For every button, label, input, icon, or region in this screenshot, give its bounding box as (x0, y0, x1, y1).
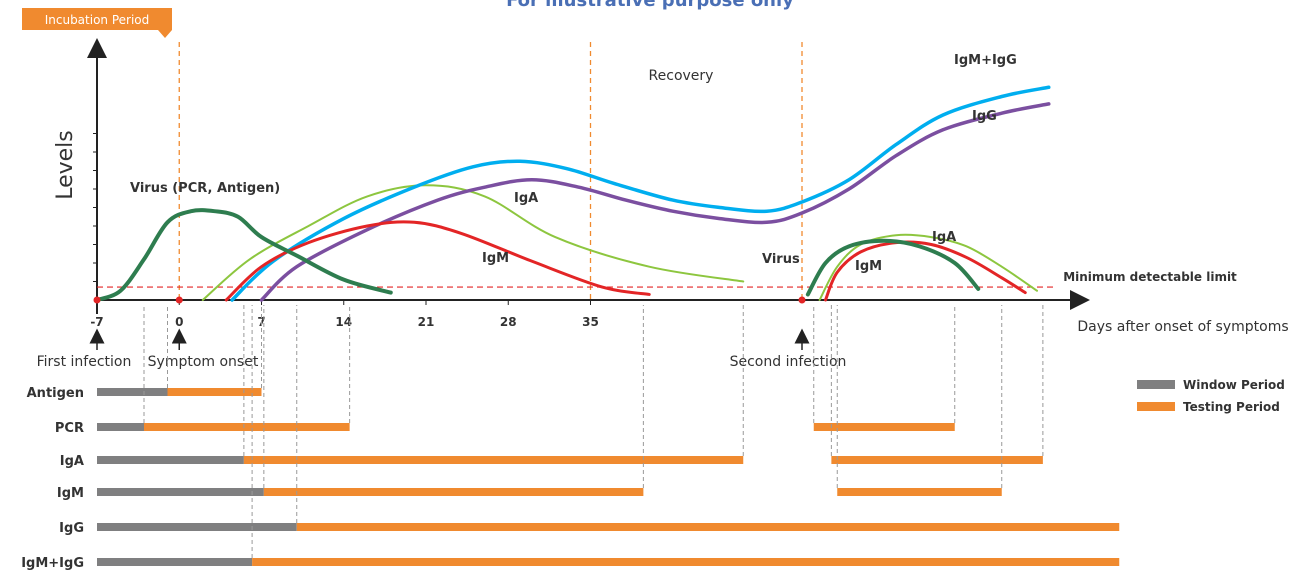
window-bar-0-0 (97, 388, 168, 396)
period-row-label-1: PCR (55, 421, 84, 436)
curve-igm-1 (824, 240, 1027, 302)
event-dot-0 (93, 296, 101, 304)
period-row-label-3: IgM (57, 486, 84, 501)
curve-label-2: IgA (514, 191, 538, 206)
region-label-recovery: Recovery (649, 68, 714, 84)
window-bar-1-0 (97, 423, 144, 431)
x-tick-label-3: 14 (335, 315, 352, 329)
curve-label-5: IgM (855, 259, 882, 274)
curve-label-4: IgM (482, 251, 509, 266)
curve-igg-0 (259, 102, 1051, 302)
testing-bar-5-0 (252, 558, 1120, 566)
legend-label-1: Testing Period (1183, 400, 1280, 414)
top-note: For illustrative purpose only (506, 0, 794, 11)
event-dot-1 (175, 296, 183, 304)
x-tick-label-6: 35 (582, 315, 599, 329)
curve-virus-pcr-antigen--0 (95, 208, 393, 302)
event-label-1: Symptom onset (148, 354, 259, 370)
window-bar-5-0 (97, 558, 253, 566)
y-axis-label: Levels (53, 130, 78, 200)
event-label-0: First infection (37, 354, 132, 370)
testing-bar-0-0 (167, 388, 262, 396)
legend-swatch-1 (1137, 402, 1175, 411)
curve-label-3: IgA (932, 230, 956, 245)
incubation-badge-text: Incubation Period (45, 13, 150, 27)
period-row-label-4: IgG (59, 521, 84, 536)
period-row-label-0: Antigen (27, 386, 84, 401)
x-tick-label-5: 28 (500, 315, 517, 329)
testing-bar-3-1 (837, 488, 1002, 496)
curve-igm-igg-0 (230, 85, 1051, 302)
x-tick-label-4: 21 (418, 315, 435, 329)
detection-period-bars: Antigen PCR IgA IgM IgG IgM+IgG Window Period T… (21, 305, 1285, 571)
curve-label-0: Virus (PCR, Antigen) (130, 181, 280, 196)
incubation-badge: Incubation Period (22, 8, 172, 38)
testing-bar-4-0 (296, 523, 1120, 531)
x-axis-label: Days after onset of symptoms (1077, 319, 1288, 335)
event-dot-2 (798, 296, 806, 304)
legend-swatch-0 (1137, 380, 1175, 389)
x-tick-label-0: -7 (90, 315, 103, 329)
curve-label-7: IgG (972, 109, 997, 124)
testing-bar-1-0 (144, 423, 350, 431)
testing-bar-3-0 (263, 488, 644, 496)
window-bar-2-0 (97, 456, 244, 464)
min-detect-limit-label: Minimum detectable limit (1063, 270, 1237, 284)
curve-iga-0 (201, 184, 745, 301)
legend-label-0: Window Period (1183, 378, 1285, 392)
window-bar-3-0 (97, 488, 264, 496)
testing-bar-2-0 (243, 456, 744, 464)
curve-virus-pcr-antigen--1 (805, 238, 981, 297)
x-tick-label-1: 0 (175, 315, 183, 329)
curve-label-1: Virus (762, 252, 800, 267)
curve-iga-1 (818, 233, 1038, 301)
period-row-label-2: IgA (60, 454, 84, 469)
testing-bar-2-1 (831, 456, 1043, 464)
window-bar-4-0 (97, 523, 297, 531)
event-label-2: Second infection (730, 354, 847, 370)
curve-igm-0 (224, 220, 651, 302)
testing-bar-1-1 (813, 423, 955, 431)
period-row-label-5: IgM+IgG (21, 556, 84, 571)
curve-label-6: IgM+IgG (954, 53, 1017, 68)
